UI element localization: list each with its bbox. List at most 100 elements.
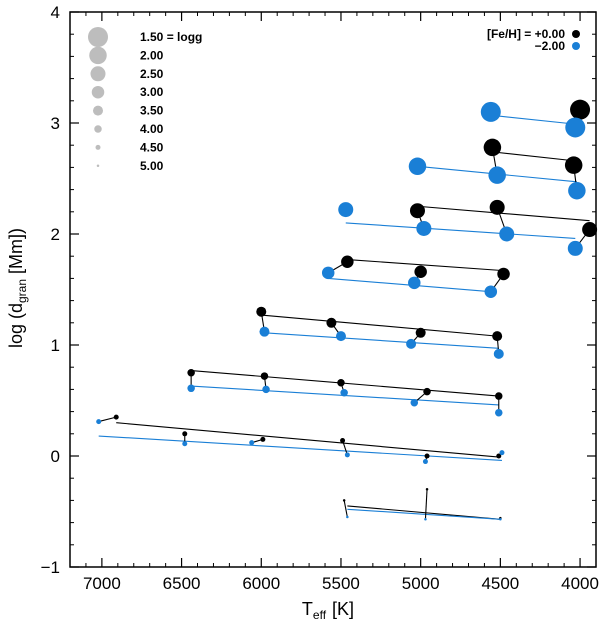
size-legend-label: 1.50 = logg <box>140 30 202 44</box>
y-axis-title-sub: gran <box>15 279 29 303</box>
data-point <box>496 453 502 459</box>
x-tick-label: 4000 <box>561 574 599 593</box>
data-point <box>256 306 267 317</box>
data-point <box>488 166 506 184</box>
data-point <box>113 414 119 420</box>
feh-legend-label: [Fe/H] = +0.00 <box>487 27 565 41</box>
fit-line <box>347 505 501 520</box>
x-tick-label: 6000 <box>242 574 280 593</box>
data-point <box>187 384 195 393</box>
fit-line <box>116 422 499 458</box>
data-point <box>423 387 431 396</box>
data-point <box>493 348 504 359</box>
y-axis-title: log (dgran [Mm]) <box>6 228 29 348</box>
feh-legend-marker <box>572 30 580 38</box>
size-legend-marker <box>88 27 108 47</box>
data-point <box>187 369 195 377</box>
data-point <box>484 285 498 298</box>
x-tick-label: 5000 <box>402 574 440 593</box>
size-legend-label: 5.00 <box>140 159 164 173</box>
connectors-layer <box>98 109 591 520</box>
size-legend-label: 4.00 <box>140 122 164 136</box>
data-point <box>582 222 598 238</box>
fit-line <box>191 369 499 397</box>
data-point <box>335 331 346 342</box>
data-point <box>495 392 503 400</box>
data-point <box>416 220 432 236</box>
data-point <box>344 452 350 458</box>
size-legend-marker <box>94 125 102 133</box>
plot-frame <box>69 11 597 568</box>
connector-line <box>343 500 348 518</box>
data-point <box>249 440 255 446</box>
fit-line <box>492 151 574 162</box>
data-point <box>495 408 503 417</box>
data-point <box>341 255 354 268</box>
data-point <box>499 450 505 456</box>
size-legend-marker <box>90 66 106 82</box>
data-point <box>326 317 337 328</box>
data-point <box>321 266 335 280</box>
y-tick-label: −1 <box>41 558 60 577</box>
data-point <box>480 101 501 122</box>
data-point <box>497 267 510 281</box>
data-point <box>565 117 586 138</box>
data-point <box>96 419 102 425</box>
x-tick-label: 5500 <box>322 574 360 593</box>
data-point <box>338 202 354 218</box>
ticks-layer: 7000 6500 6000 5500 5000 4500 4000 −1 0 1 2 3 4 <box>41 3 599 593</box>
fit-lines-layer <box>98 114 590 520</box>
data-point <box>564 156 583 174</box>
data-point <box>570 99 591 120</box>
x-tick-label: 6500 <box>163 574 201 593</box>
data-point <box>260 436 266 442</box>
fit-line <box>264 332 499 349</box>
y-tick-label: 4 <box>51 3 60 22</box>
connector-line <box>424 489 428 520</box>
y-tick-label: 3 <box>51 114 60 133</box>
x-axis-title-main: T <box>302 599 313 619</box>
y-tick-label: 1 <box>51 336 60 355</box>
data-point <box>406 338 417 349</box>
y-axis-title-unit: [Mm]) <box>6 228 26 279</box>
size-legend-label: 3.00 <box>140 85 164 99</box>
data-point <box>260 372 269 380</box>
data-point <box>262 385 270 394</box>
data-point <box>492 331 503 342</box>
size-legend-marker <box>96 164 100 168</box>
data-point <box>409 203 425 219</box>
x-tick-label: 7000 <box>83 574 121 593</box>
connector-line <box>98 416 117 423</box>
size-legend-label: 3.50 <box>140 104 164 118</box>
data-point <box>424 453 430 459</box>
data-point <box>340 388 348 397</box>
data-point <box>425 488 429 491</box>
size-legend-marker <box>95 144 101 150</box>
points-layer <box>96 99 598 521</box>
data-point <box>424 518 427 521</box>
fit-line <box>347 508 501 520</box>
fit-line <box>417 205 590 222</box>
data-point <box>408 276 421 290</box>
x-axis-title-unit: [K] <box>332 599 354 619</box>
data-point <box>408 157 427 176</box>
size-legend-marker <box>89 46 107 65</box>
size-legend-label: 2.50 <box>140 67 164 81</box>
data-point <box>568 181 586 200</box>
data-point <box>337 378 345 387</box>
y-tick-label: 0 <box>51 447 60 466</box>
data-point <box>489 199 505 215</box>
data-point <box>414 265 427 278</box>
x-axis-title-sub: eff <box>313 608 327 622</box>
size-legend-marker <box>93 105 103 116</box>
data-point <box>422 459 428 465</box>
data-point <box>415 327 426 338</box>
fit-line <box>345 222 576 239</box>
legend-layer: 1.50 = logg 2.00 2.50 3.00 3.50 4.00 4.50 5.00 [… <box>88 27 580 173</box>
connector-line <box>342 440 348 456</box>
data-point <box>182 441 188 447</box>
data-point <box>483 138 502 157</box>
data-point <box>259 326 270 337</box>
y-tick-label: 2 <box>51 225 60 244</box>
